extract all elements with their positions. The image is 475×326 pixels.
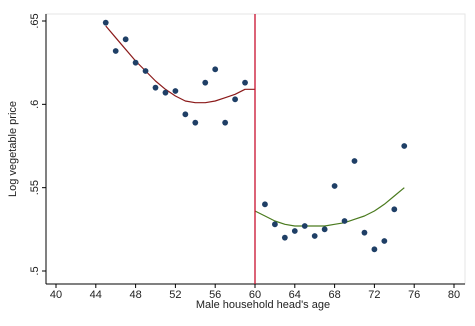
data-point [222,119,229,126]
x-tick-label: 40 [50,289,62,301]
data-point [212,66,219,73]
data-points [102,19,408,253]
data-point [401,143,408,149]
data-point [122,36,129,43]
data-point [132,59,139,66]
data-point [102,19,109,26]
x-tick-label: 68 [328,289,340,301]
axes: 40 44 48 52 56 60 64 68 72 76 80 .5 .55 .6 .65 [29,13,465,301]
data-point [272,221,278,228]
x-axis-label: Male household head's age [196,299,330,311]
data-point [341,218,348,224]
fit-line-left [105,25,255,104]
data-point [232,96,239,103]
data-point [262,201,268,208]
x-tick-label: 80 [448,289,460,301]
data-point [242,79,248,86]
fit-lines [105,25,405,227]
y-tick-label: .65 [29,13,41,28]
data-point [331,183,338,189]
data-point [202,79,209,86]
data-point [152,84,159,91]
data-point [351,158,358,164]
x-tick-label: 56 [209,289,221,301]
x-tick-label: 48 [129,289,141,301]
y-tick-label: .55 [29,180,41,195]
x-tick-label: 72 [368,289,380,301]
x-tick-label: 60 [249,289,261,301]
data-point [142,68,149,74]
fit-line-right [254,187,405,227]
data-point [311,233,318,239]
x-tick-label: 64 [289,289,301,301]
data-point [182,111,189,118]
data-point [321,226,328,233]
data-point [281,234,288,241]
data-point [301,223,308,229]
data-point [172,88,179,94]
y-tick-label: .6 [29,100,41,109]
data-point [381,238,388,244]
data-point [192,119,199,126]
data-point [162,89,169,96]
data-point [361,229,368,236]
y-tick-label: .5 [29,266,41,275]
y-axis-label: Log vegetable price [7,101,19,197]
x-tick-label: 76 [408,289,420,301]
data-point [371,246,378,253]
data-point [112,48,119,54]
data-point [391,206,398,213]
x-tick-label: 52 [169,289,181,301]
x-tick-label: 44 [90,289,102,301]
data-point [291,228,298,234]
